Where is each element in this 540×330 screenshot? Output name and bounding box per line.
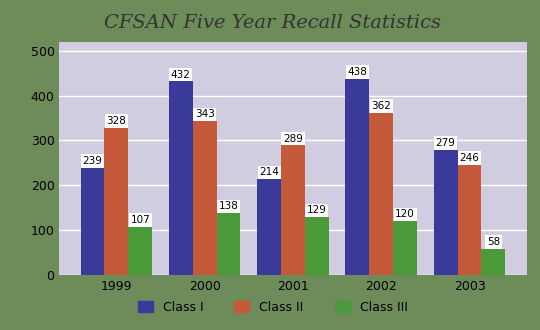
Bar: [169, 81, 193, 275]
Text: 120: 120: [395, 209, 415, 219]
Bar: [369, 113, 393, 275]
Text: 343: 343: [195, 110, 214, 119]
Bar: [346, 79, 369, 275]
Bar: [434, 150, 457, 275]
Bar: [104, 128, 129, 275]
Bar: [257, 179, 281, 275]
Bar: [457, 165, 482, 275]
Text: 138: 138: [219, 201, 239, 211]
Text: 214: 214: [259, 167, 279, 177]
Text: 438: 438: [347, 67, 367, 77]
Text: 362: 362: [372, 101, 391, 111]
Bar: [393, 221, 417, 275]
Text: 129: 129: [307, 205, 327, 215]
Text: 58: 58: [487, 237, 500, 247]
Text: 239: 239: [83, 156, 103, 166]
Bar: [482, 249, 505, 275]
Text: 432: 432: [171, 70, 191, 80]
Bar: [80, 168, 104, 275]
Text: 246: 246: [460, 153, 480, 163]
Text: 279: 279: [436, 138, 456, 148]
Text: CFSAN Five Year Recall Statistics: CFSAN Five Year Recall Statistics: [104, 14, 441, 32]
Text: 107: 107: [130, 215, 150, 225]
Text: 289: 289: [283, 134, 303, 144]
Bar: [305, 217, 329, 275]
Bar: [193, 121, 217, 275]
Bar: [129, 227, 152, 275]
Text: 328: 328: [106, 116, 126, 126]
Bar: [281, 146, 305, 275]
Legend: Class I, Class II, Class III: Class I, Class II, Class III: [134, 297, 411, 317]
Bar: [217, 213, 240, 275]
